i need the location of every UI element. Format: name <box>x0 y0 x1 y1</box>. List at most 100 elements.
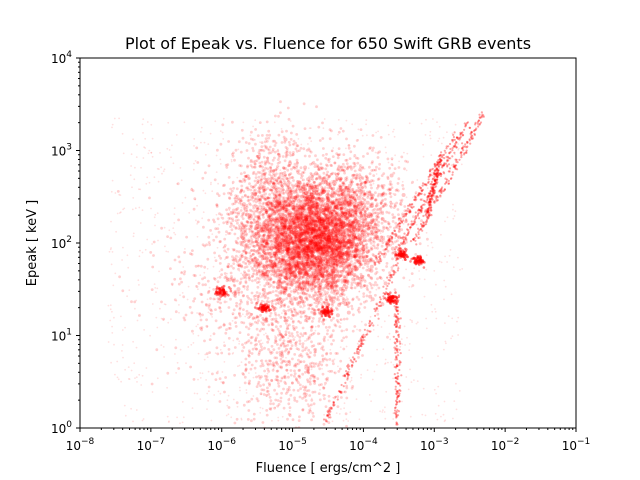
scatter-point <box>359 210 363 214</box>
scatter-point <box>284 267 288 270</box>
scatter-point <box>247 227 251 231</box>
scatter-point <box>392 269 395 273</box>
scatter-point <box>397 256 400 260</box>
scatter-point <box>278 298 281 301</box>
scatter-point <box>267 348 270 351</box>
scatter-point <box>310 206 313 210</box>
scatter-point <box>281 207 285 210</box>
scatter-point <box>306 245 309 249</box>
scatter-point <box>365 208 369 211</box>
scatter-point <box>352 190 356 194</box>
scatter-point <box>323 219 327 222</box>
scatter-point <box>354 211 357 214</box>
scatter-point <box>341 251 344 255</box>
scatter-point <box>342 221 346 224</box>
scatter-point <box>311 246 315 250</box>
scatter-point <box>312 274 316 278</box>
scatter-point <box>294 239 297 243</box>
scatter-point <box>335 266 339 269</box>
scatter-point <box>227 262 231 266</box>
scatter-point <box>314 243 318 247</box>
scatter-point <box>347 263 351 267</box>
scatter-point <box>350 236 354 240</box>
scatter-point <box>340 329 344 333</box>
scatter-point <box>391 242 395 245</box>
scatter-point <box>297 381 300 385</box>
scatter-point <box>278 154 282 158</box>
scatter-point <box>350 260 353 263</box>
scatter-point <box>403 167 406 171</box>
scatter-point <box>312 297 316 301</box>
scatter-point <box>320 253 323 257</box>
scatter-point <box>298 342 302 346</box>
scatter-point <box>183 270 187 273</box>
scatter-point <box>308 243 311 246</box>
scatter-point <box>241 136 245 140</box>
scatter-point <box>196 161 200 164</box>
scatter-point <box>344 265 348 269</box>
scatter-point <box>238 282 242 285</box>
scatter-point <box>329 163 333 167</box>
scatter-point <box>369 180 372 184</box>
scatter-point <box>268 259 272 263</box>
scatter-point <box>323 231 327 235</box>
scatter-point <box>360 339 364 343</box>
scatter-point <box>349 267 353 271</box>
scatter-point <box>357 356 360 359</box>
scatter-point <box>305 262 308 265</box>
scatter-point <box>246 288 249 291</box>
scatter-point <box>330 342 333 346</box>
scatter-point <box>265 409 269 412</box>
scatter-point <box>267 129 271 133</box>
scatter-point <box>271 234 275 238</box>
scatter-point <box>276 158 280 162</box>
scatter-point <box>362 191 366 195</box>
scatter-point <box>270 174 273 178</box>
scatter-point <box>262 149 266 153</box>
scatter-point <box>311 317 315 320</box>
scatter-point <box>253 259 257 262</box>
scatter-point <box>364 179 368 182</box>
scatter-point <box>371 239 375 243</box>
scatter-point <box>296 261 300 265</box>
scatter-point <box>371 259 374 263</box>
scatter-point <box>356 259 360 263</box>
scatter-point <box>116 190 120 193</box>
scatter-point <box>278 204 281 208</box>
scatter-point <box>374 272 377 276</box>
scatter-point <box>323 266 327 269</box>
scatter-point <box>327 237 331 241</box>
scatter-point <box>343 279 347 283</box>
scatter-point <box>275 262 278 266</box>
scatter-point <box>302 254 306 258</box>
scatter-point <box>345 396 349 400</box>
scatter-point <box>299 267 303 271</box>
scatter-point <box>259 208 263 211</box>
scatter-point <box>274 271 278 275</box>
scatter-point <box>289 296 293 300</box>
scatter-point <box>291 278 295 282</box>
scatter-point <box>284 309 288 313</box>
scatter-point <box>351 263 354 267</box>
scatter-point <box>365 242 368 246</box>
scatter-point <box>365 246 369 249</box>
scatter-point <box>291 261 295 265</box>
scatter-point <box>245 273 249 276</box>
scatter-point <box>243 275 247 278</box>
scatter-point <box>304 244 307 248</box>
scatter-point <box>345 328 349 332</box>
scatter-point <box>345 176 349 179</box>
scatter-point <box>259 384 262 388</box>
scatter-point <box>329 352 333 355</box>
scatter-point <box>310 418 313 422</box>
scatter-point <box>348 249 352 253</box>
scatter-point <box>315 105 318 109</box>
scatter-point <box>320 315 324 319</box>
scatter-point <box>327 394 331 398</box>
scatter-point <box>259 253 263 257</box>
scatter-point <box>293 353 297 356</box>
scatter-point <box>249 137 253 141</box>
scatter-point <box>363 205 366 209</box>
scatter-point <box>376 184 380 187</box>
